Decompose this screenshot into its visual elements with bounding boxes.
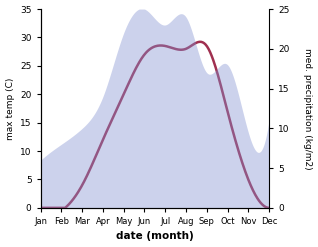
Y-axis label: med. precipitation (kg/m2): med. precipitation (kg/m2): [303, 48, 313, 169]
Y-axis label: max temp (C): max temp (C): [5, 77, 15, 140]
X-axis label: date (month): date (month): [116, 231, 194, 242]
